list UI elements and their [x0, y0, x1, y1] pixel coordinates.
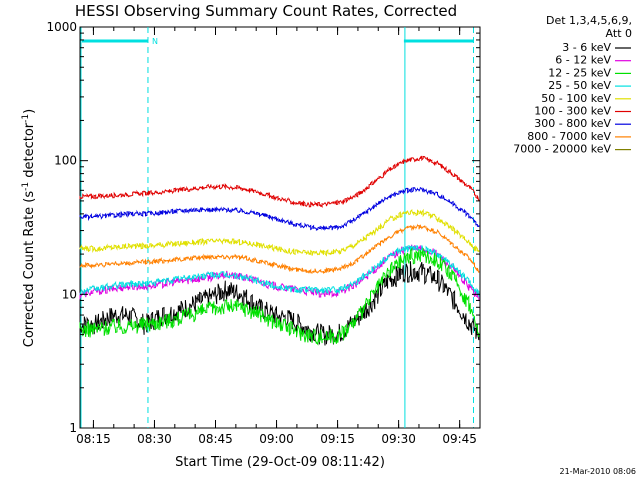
- x-tick-label: 09:45: [442, 432, 477, 446]
- night-marker-label: N: [152, 37, 158, 46]
- x-axis-label: Start Time (29-Oct-09 08:11:42): [175, 455, 385, 470]
- series-line-100-300-kev: [79, 155, 480, 209]
- legend-header-line1: Det 1,3,4,5,6,9,: [546, 14, 632, 27]
- series-line-300-800-kev: [79, 186, 480, 231]
- x-tick-label: 08:15: [76, 432, 111, 446]
- legend-entry-label: 12 - 25 keV: [548, 66, 611, 79]
- x-tick-label: 09:15: [320, 432, 355, 446]
- y-axis-label: Corrected Count Rate (s-1 detector-1): [21, 109, 37, 347]
- series-line-25-50-kev: [79, 244, 480, 297]
- plot-marks: N: [79, 27, 480, 428]
- legend-entry-label: 300 - 800 keV: [534, 117, 611, 130]
- legend-entry-label: 100 - 300 keV: [534, 105, 611, 118]
- x-tick-label: 08:45: [198, 432, 233, 446]
- y-axis: 1 10 100 1000: [46, 20, 480, 435]
- legend-entry-label: 3 - 6 keV: [562, 41, 611, 54]
- y-tick-label: 10: [62, 287, 77, 301]
- series-line-3-6-kev: [79, 261, 480, 346]
- y-tick-label: 1: [69, 421, 77, 435]
- x-tick-label: 09:00: [259, 432, 294, 446]
- legend-entry-label: 25 - 50 keV: [548, 79, 611, 92]
- legend-entry-label: 6 - 12 keV: [555, 54, 611, 67]
- legend-entry-label: 800 - 7000 keV: [527, 130, 611, 143]
- chart-title: HESSI Observing Summary Count Rates, Cor…: [75, 2, 457, 20]
- legend-entry-label: 50 - 100 keV: [541, 92, 611, 105]
- legend-header-line2: Att 0: [606, 27, 632, 40]
- x-axis: 08:15 08:30 08:45 09:00 09:15 09:30 09:45: [76, 27, 477, 446]
- x-tick-label: 09:30: [381, 432, 416, 446]
- series-line-12-25-kev: [79, 247, 480, 346]
- legend-entry-label: 7000 - 20000 keV: [513, 143, 611, 156]
- x-tick-label: 08:30: [137, 432, 172, 446]
- plot-frame: [79, 26, 481, 429]
- footer-date: 21-Mar-2010 08:06: [560, 467, 637, 476]
- y-tick-label: 1000: [46, 20, 77, 34]
- y-tick-label: 100: [54, 154, 77, 168]
- series-line-800-7000-kev: [79, 223, 480, 275]
- series-line-50-100-kev: [79, 208, 480, 257]
